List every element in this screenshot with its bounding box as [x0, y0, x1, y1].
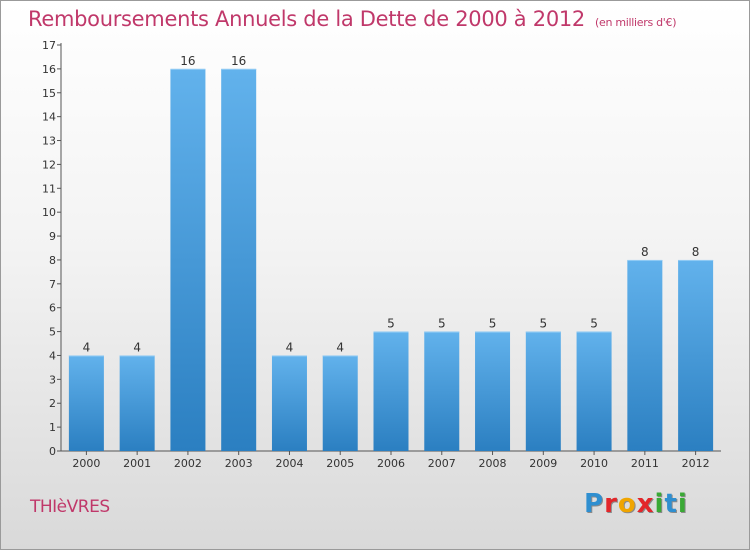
logo-letter: r	[604, 489, 618, 519]
x-tick-label: 2008	[479, 457, 507, 470]
y-tick-label: 8	[49, 254, 56, 267]
bar	[221, 68, 257, 451]
bar-value-label: 5	[438, 317, 446, 331]
bar	[525, 331, 561, 451]
y-tick-label: 0	[49, 445, 56, 458]
commune-name: THIèVRES	[30, 497, 110, 517]
y-tick-label: 9	[49, 230, 56, 243]
bar-value-label: 8	[641, 245, 649, 259]
bar-value-label: 8	[692, 245, 700, 259]
logo-letter: o	[617, 489, 637, 519]
y-tick-label: 6	[49, 302, 56, 315]
y-tick-label: 3	[49, 373, 56, 386]
x-tick-label: 2006	[377, 457, 405, 470]
y-tick-label: 5	[49, 326, 56, 339]
bar-value-label: 16	[180, 54, 195, 68]
bars: 4 4 16 16 4 4 5 5 5 5 5 8 8	[68, 54, 714, 451]
logo-letter: i	[654, 489, 665, 519]
x-tick-label: 2004	[275, 457, 303, 470]
x-tick-label: 2007	[428, 457, 456, 470]
x-tick-label: 2002	[174, 457, 202, 470]
bar-value-label: 5	[387, 317, 395, 331]
y-tick-label: 11	[42, 182, 56, 195]
bar-value-label: 4	[83, 340, 91, 354]
bar-value-label: 5	[590, 317, 598, 331]
bar-value-label: 4	[336, 340, 344, 354]
x-axis: 2000 2001 2002 2003 2004 2005 2006 2007 2008 2009…	[61, 450, 721, 470]
y-tick-label: 16	[42, 63, 56, 76]
bar	[170, 68, 206, 451]
chart-title: Remboursements Annuels de la Dette de 20…	[28, 7, 676, 31]
y-tick-label: 4	[49, 349, 56, 362]
y-tick-label: 10	[42, 206, 56, 219]
chart-subtitle: (en milliers d'€)	[595, 16, 677, 29]
y-tick-label: 7	[49, 278, 56, 291]
bar	[322, 355, 358, 451]
bar	[475, 331, 511, 451]
bar	[271, 355, 307, 451]
bar	[424, 331, 460, 451]
bar	[119, 355, 155, 451]
y-tick-label: 17	[42, 39, 56, 52]
logo-letter: i	[677, 489, 688, 519]
y-tick-label: 13	[42, 135, 56, 148]
bar-value-label: 16	[231, 54, 246, 68]
y-tick-label: 2	[49, 397, 56, 410]
x-tick-label: 2009	[529, 457, 557, 470]
bar-value-label: 4	[133, 340, 141, 354]
x-tick-label: 2010	[580, 457, 608, 470]
bar-value-label: 5	[539, 317, 547, 331]
proxiti-logo: Proxiti	[584, 489, 688, 519]
y-tick-label: 12	[42, 158, 56, 171]
y-tick-label: 14	[42, 111, 56, 124]
x-tick-label: 2001	[123, 457, 151, 470]
bar-value-label: 5	[489, 317, 497, 331]
bar	[576, 331, 612, 451]
y-tick-label: 1	[49, 421, 56, 434]
x-tick-label: 2003	[225, 457, 253, 470]
x-tick-label: 2011	[631, 457, 659, 470]
x-tick-label: 2000	[72, 457, 100, 470]
logo-letter: t	[664, 489, 678, 519]
bar	[678, 259, 714, 451]
x-tick-label: 2012	[682, 457, 710, 470]
x-tick-label: 2005	[326, 457, 354, 470]
logo-letter: x	[636, 489, 655, 519]
bar	[68, 355, 104, 451]
bar	[373, 331, 409, 451]
chart-title-text: Remboursements Annuels de la Dette de 20…	[28, 7, 585, 31]
bar	[627, 259, 663, 451]
bar-value-label: 4	[286, 340, 294, 354]
y-tick-label: 15	[42, 87, 56, 100]
logo-letter: P	[584, 489, 605, 519]
